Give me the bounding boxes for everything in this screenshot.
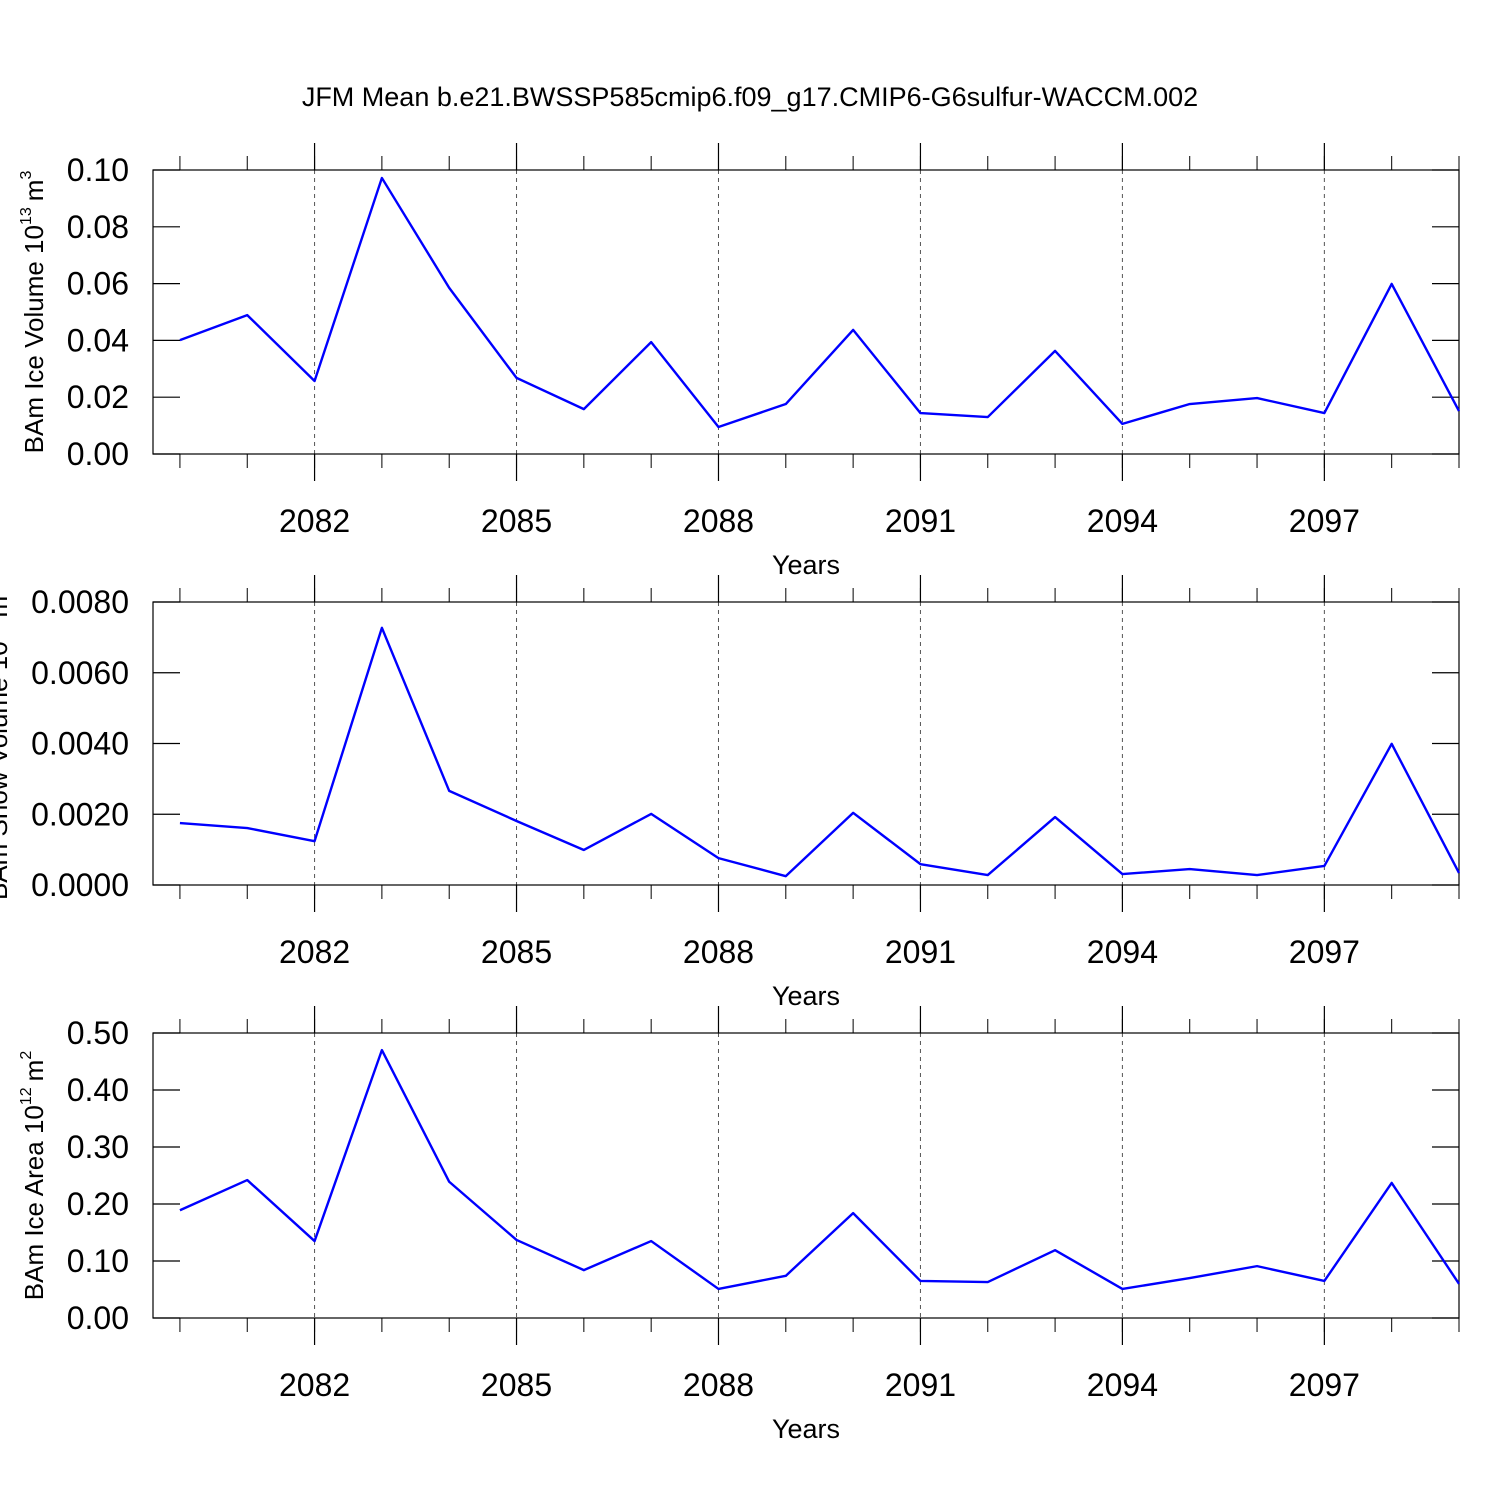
plot-frame [152, 601, 1460, 886]
y-tick-label: 0.08 [67, 209, 129, 245]
x-tick-label: 2082 [279, 934, 350, 970]
plot-frame [152, 1032, 1460, 1319]
y-axis-label-text: BAm Ice Volume 10 [19, 225, 49, 453]
y-axis-label-unit: m [19, 180, 49, 202]
x-tick-label: 2085 [481, 503, 552, 539]
x-tick-label: 2094 [1087, 934, 1158, 970]
y-axis-label-exponent: 13 [18, 207, 35, 225]
x-tick-label: 2088 [683, 1367, 754, 1403]
data-line [179, 1048, 1460, 1291]
x-tick-label: 2088 [683, 934, 754, 970]
y-tick-label: 0.40 [67, 1072, 129, 1108]
x-axis-label: Years [772, 1414, 840, 1444]
data-line [179, 626, 1461, 878]
x-tick-label: 2082 [279, 1367, 350, 1403]
y-tick-label: 0.02 [67, 379, 129, 415]
y-tick-label: 0.50 [67, 1015, 129, 1051]
y-axis-label-unit-exponent: 3 [18, 171, 35, 180]
y-tick-label: 0.0040 [31, 726, 129, 762]
y-tick-label: 0.00 [67, 1300, 129, 1336]
y-axis-label-text: BAm Ice Area 10 [19, 1105, 49, 1300]
y-axis-label: BAm Ice Volume 1013 m3 [18, 171, 49, 454]
y-tick-label: 0.06 [67, 266, 129, 302]
y-tick-label: 0.00 [67, 436, 129, 472]
y-tick-label: 0.0000 [31, 867, 129, 903]
panel: 2082 2085 2088 2091 2094 2097 0.00 0.10 0.20 0.30… [18, 1006, 1460, 1444]
x-tick-label: 2085 [481, 934, 552, 970]
x-tick-label: 2097 [1289, 934, 1360, 970]
x-tick-label: 2091 [885, 934, 956, 970]
x-tick-label: 2097 [1289, 503, 1360, 539]
figure-title: JFM Mean b.e21.BWSSP585cmip6.f09_g17.CMI… [302, 82, 1198, 112]
y-tick-label: 0.0060 [31, 655, 129, 691]
panel: 2082 2085 2088 2091 2094 2097 0.0000 0.0020 0.00… [0, 575, 1461, 1011]
data-line [179, 176, 1461, 429]
x-axis-label: Years [772, 981, 840, 1011]
x-tick-label: 2091 [885, 503, 956, 539]
panel: 2082 2085 2088 2091 2094 2097 0.00 0.02 0.04 0.06… [18, 143, 1461, 580]
y-tick-label: 0.04 [67, 322, 129, 358]
plot-frame [152, 169, 1460, 455]
y-axis-label-unit-exponent: 2 [18, 1051, 35, 1060]
y-tick-label: 0.20 [67, 1186, 129, 1222]
y-axis-label: BAm Snow Volume 1013m3 [0, 587, 13, 900]
y-tick-label: 0.30 [67, 1129, 129, 1165]
y-axis-label-group: BAm Snow Volume 1013m3 [0, 587, 13, 900]
y-axis-label-unit: m [19, 1060, 49, 1082]
x-tick-label: 2097 [1289, 1367, 1360, 1403]
x-tick-label: 2088 [683, 503, 754, 539]
y-axis-label-text: BAm Snow Volume 10 [0, 641, 13, 900]
y-axis-label-unit: m [0, 596, 13, 618]
y-axis-label: BAm Ice Area 1012 m2 [18, 1051, 49, 1301]
x-tick-label: 2091 [885, 1367, 956, 1403]
x-axis-label: Years [772, 550, 840, 580]
x-tick-label: 2094 [1087, 503, 1158, 539]
y-tick-label: 0.10 [67, 1243, 129, 1279]
y-tick-label: 0.0020 [31, 796, 129, 832]
x-tick-label: 2094 [1087, 1367, 1158, 1403]
y-tick-label: 0.10 [67, 152, 129, 188]
y-axis-label-exponent: 12 [18, 1087, 35, 1105]
y-tick-label: 0.0080 [31, 584, 129, 620]
x-tick-label: 2082 [279, 503, 350, 539]
x-tick-label: 2085 [481, 1367, 552, 1403]
